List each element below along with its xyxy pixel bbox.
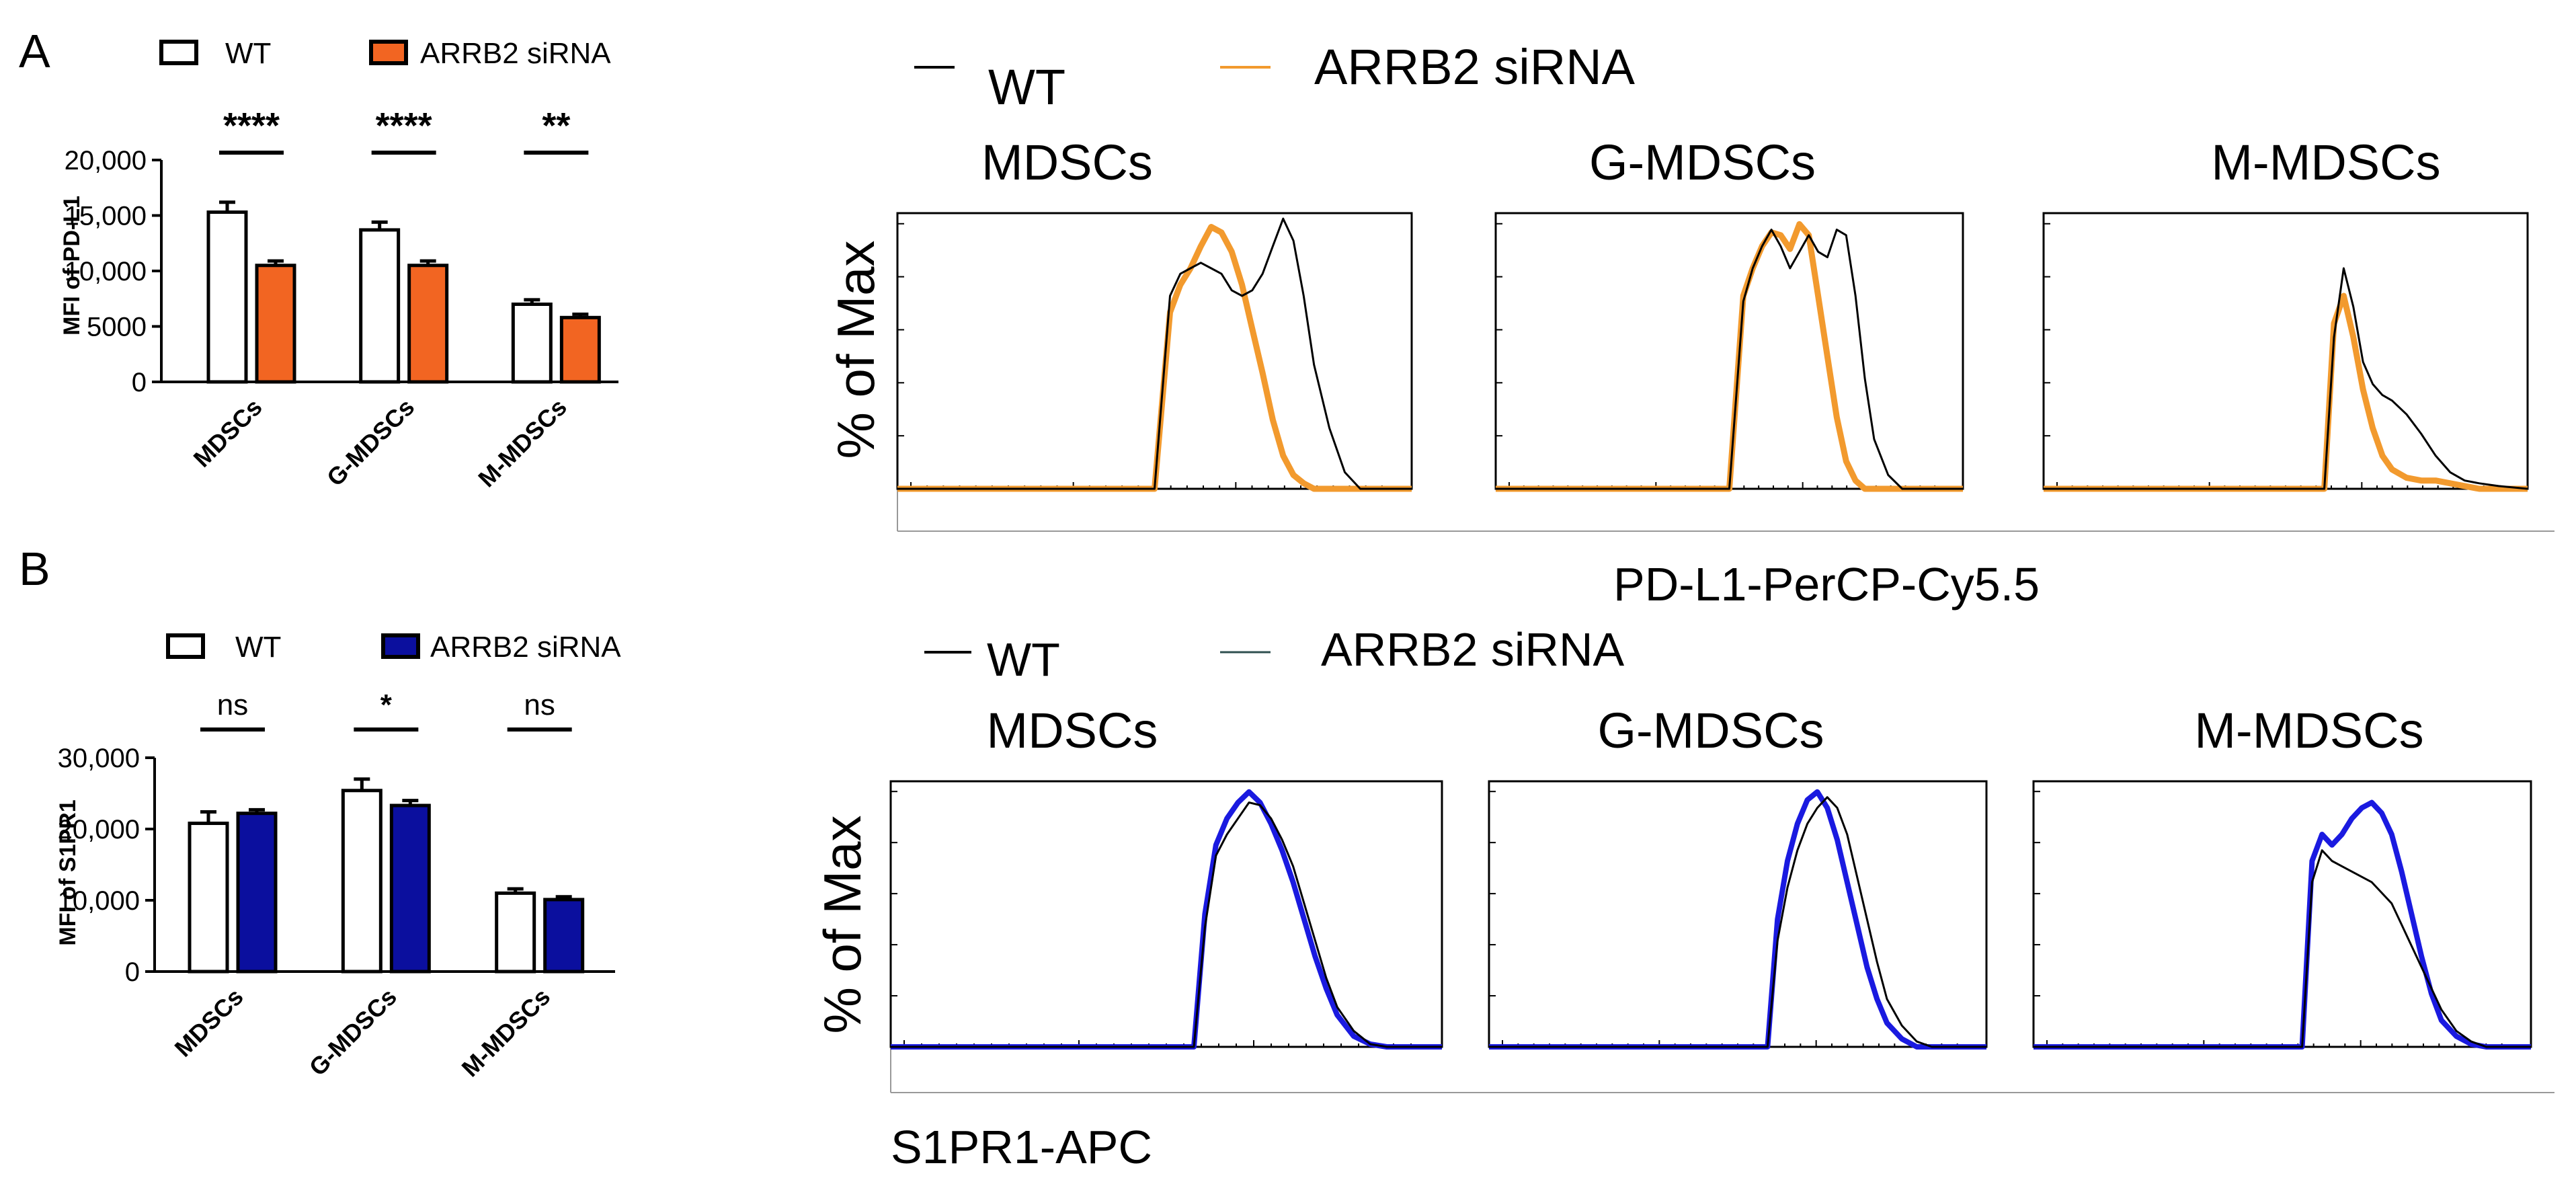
y-tick-label: 10,000 (65, 257, 147, 286)
category-label: MDSCs (169, 983, 249, 1062)
panel-a-legend: WT ARRB2 siRNA (159, 37, 611, 70)
panel-b-letter: B (19, 543, 50, 595)
category-label: G-MDSCs (321, 393, 419, 491)
legend-wt-swatch (166, 633, 205, 659)
y-tick-label: 20,000 (65, 146, 147, 175)
histogram-line-arrb2-sirna (1496, 221, 1963, 492)
significance-label: ns (524, 688, 555, 721)
histograms-s1pr1-xlabel: S1PR1-APC (891, 1121, 1152, 1173)
legend-sirna-swatch (369, 40, 408, 65)
histogram-line-arrb2-sirna (2034, 799, 2531, 1050)
histogram-line-wt (897, 217, 1412, 490)
legend-sirna-label: ARRB2 siRNA (430, 631, 621, 664)
y-tick-label: 5000 (87, 313, 147, 342)
panel-b-bar-chart: B WT ARRB2 siRNA MFI of S1PR1 0 10,000 20,… (19, 543, 621, 1082)
histogram-line-arrb2-sirna (897, 224, 1412, 492)
bar-wt-m-mdscs (511, 303, 553, 384)
histogram-title: G-MDSCs (1589, 134, 1816, 190)
histogram-line-wt (2044, 267, 2528, 490)
histogram-title: M-MDSCs (2194, 703, 2423, 758)
category-label: M-MDSCs (456, 983, 556, 1082)
category-label: M-MDSCs (473, 393, 572, 493)
category-label: MDSCs (188, 393, 268, 473)
significance-label: **** (223, 106, 280, 146)
y-tick-label: 20,000 (58, 815, 140, 844)
legend-wt-label: WT (987, 633, 1060, 686)
histogram-title: MDSCs (987, 703, 1158, 758)
histograms-s1pr1: WT ARRB2 siRNA % of Max S1PR1-APC MDSCs G… (813, 623, 2554, 1173)
significance-label: ** (542, 106, 570, 146)
histogram-frame (889, 780, 1443, 1048)
significance-label: **** (376, 106, 432, 146)
panel-a-bar-chart: A WT ARRB2 siRNA MFI of PD-L1 0 5000 10,00… (19, 25, 618, 492)
histogram-frame (1488, 780, 1988, 1048)
histograms-pd-l1-panels: MDSCs G-MDSCs M-MDSCs (896, 134, 2529, 492)
histogram-title: M-MDSCs (2211, 134, 2440, 190)
histogram-frame (2042, 212, 2529, 490)
legend-wt-label: WT (225, 37, 271, 70)
histogram-line-wt (1489, 796, 1986, 1048)
y-tick-label: 0 (125, 957, 140, 987)
category-label: G-MDSCs (304, 983, 402, 1081)
y-tick-label: 30,000 (58, 744, 140, 773)
bar-wt-m-mdscs (495, 891, 536, 974)
bar-wt-g-mdscs (341, 789, 383, 974)
y-tick-label: 10,000 (58, 886, 140, 916)
legend-wt-label: WT (988, 59, 1065, 115)
significance-label: * (380, 688, 393, 721)
bar-wt-g-mdscs (359, 228, 401, 384)
y-tick-label: 0 (132, 368, 147, 397)
legend-sirna-label: ARRB2 siRNA (420, 37, 611, 70)
legend-sirna-label: ARRB2 siRNA (1321, 623, 1625, 676)
bar-arrb2-sirna-g-mdscs (407, 264, 449, 384)
bar-arrb2-sirna-g-mdscs (389, 803, 431, 974)
histogram-frame (896, 212, 1413, 490)
y-tick-label: 15,000 (65, 202, 147, 231)
histograms-pd-l1-legend: WT ARRB2 siRNA (914, 39, 1636, 115)
histogram-line-wt (2034, 849, 2531, 1048)
histograms-s1pr1-panels: MDSCs G-MDSCs M-MDSCs (889, 703, 2532, 1050)
bar-wt-mdscs (206, 210, 248, 384)
histogram-line-arrb2-sirna (1489, 789, 1986, 1050)
panel-b-plot: 0 10,000 20,000 30,000 ns MDSCs * G-MDSCs ns M-MD… (58, 688, 615, 1082)
legend-sirna-swatch (381, 633, 420, 659)
bar-arrb2-sirna-m-mdscs (559, 315, 601, 384)
panel-a-ylabel: MFI of PD-L1 (59, 196, 85, 336)
histogram-title: G-MDSCs (1597, 703, 1824, 758)
panel-a-plot: 0 5000 10,000 15,000 20,000 **** MDSCs **** G-MD… (65, 106, 618, 492)
panel-a-letter: A (19, 25, 50, 77)
histogram-line-wt (1496, 229, 1963, 490)
legend-wt-swatch (159, 40, 198, 65)
bar-arrb2-sirna-m-mdscs (543, 898, 585, 974)
legend-sirna-label: ARRB2 siRNA (1314, 39, 1636, 95)
legend-wt-label: WT (235, 631, 281, 664)
histogram-title: MDSCs (981, 134, 1153, 190)
histograms-s1pr1-ylabel: % of Max (813, 815, 872, 1033)
panel-b-legend: WT ARRB2 siRNA (166, 631, 621, 664)
histograms-pd-l1-xlabel: PD-L1-PerCP-Cy5.5 (1613, 558, 2040, 610)
histogram-frame (2032, 780, 2532, 1048)
histogram-line-wt (891, 801, 1442, 1048)
bar-wt-mdscs (188, 822, 229, 974)
histograms-s1pr1-legend: WT ARRB2 siRNA (924, 623, 1625, 686)
significance-label: ns (217, 688, 248, 721)
bar-arrb2-sirna-mdscs (236, 812, 278, 974)
bar-arrb2-sirna-mdscs (255, 264, 296, 384)
panel-b-ylabel: MFI of S1PR1 (55, 799, 81, 945)
histogram-line-arrb2-sirna (891, 789, 1442, 1050)
histograms-pd-l1: WT ARRB2 siRNA % of Max PD-L1-PerCP-Cy5.… (826, 39, 2554, 610)
histogram-line-arrb2-sirna (2044, 292, 2528, 492)
histograms-pd-l1-ylabel: % of Max (826, 240, 885, 459)
